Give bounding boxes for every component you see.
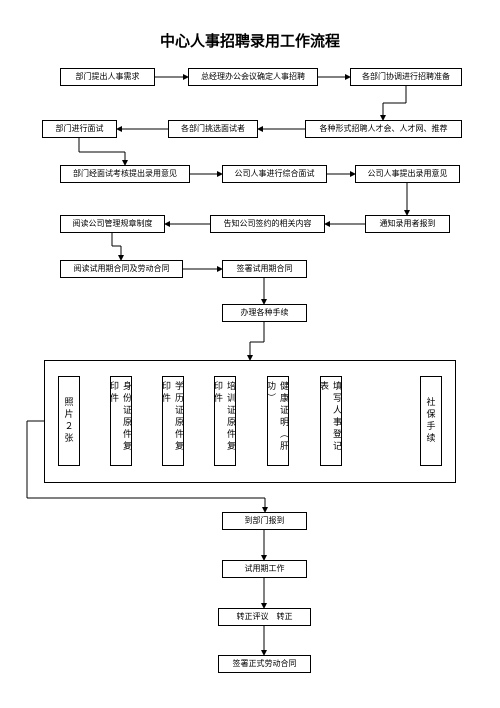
vnode-v3: 学历证原件复印件 (162, 376, 184, 466)
node-n13: 阅读试用期合同及劳动合同 (60, 260, 183, 278)
node-n17: 试用期工作 (222, 560, 307, 578)
vnode-v1: 照片２张 (58, 376, 80, 466)
node-n5: 各部门挑选面试者 (168, 120, 258, 138)
node-n6: 各种形式招聘人才会、人才网、推荐 (305, 120, 462, 138)
node-n19: 签署正式劳动合同 (218, 655, 311, 673)
node-n2: 总经理办公会议确定人事招聘 (188, 68, 318, 86)
connector-layer (0, 0, 500, 708)
node-n18: 转正评议 转正 (218, 608, 311, 626)
node-n7: 部门经面试考核提出录用意见 (60, 165, 190, 183)
node-n4: 部门进行面试 (42, 120, 117, 138)
vnode-v2: 身份证原件复印件 (110, 376, 132, 466)
node-n9: 公司人事提出录用意见 (355, 165, 460, 183)
procedures-container (44, 360, 456, 483)
vnode-v6: 填写人事登记表 (320, 376, 342, 466)
node-n12: 通知录用者报到 (365, 215, 450, 233)
node-n16: 到部门报到 (222, 512, 307, 530)
vnode-v4: 培训证原件复印件 (214, 376, 236, 466)
node-n8: 公司人事进行综合面试 (222, 165, 327, 183)
page-title: 中心人事招聘录用工作流程 (0, 30, 500, 51)
node-n3: 各部门协调进行招聘准备 (350, 68, 462, 86)
node-n1: 部门提出人事需求 (60, 68, 155, 86)
node-n11: 告知公司签约的相关内容 (210, 215, 325, 233)
vnode-v7: 社保手续 (420, 376, 442, 466)
node-n14: 签署试用期合同 (222, 260, 307, 278)
node-n15: 办理各种手续 (222, 304, 307, 322)
node-n10: 阅读公司管理规章制度 (60, 215, 165, 233)
vnode-v5: 健康证明（肝功） (267, 376, 289, 466)
